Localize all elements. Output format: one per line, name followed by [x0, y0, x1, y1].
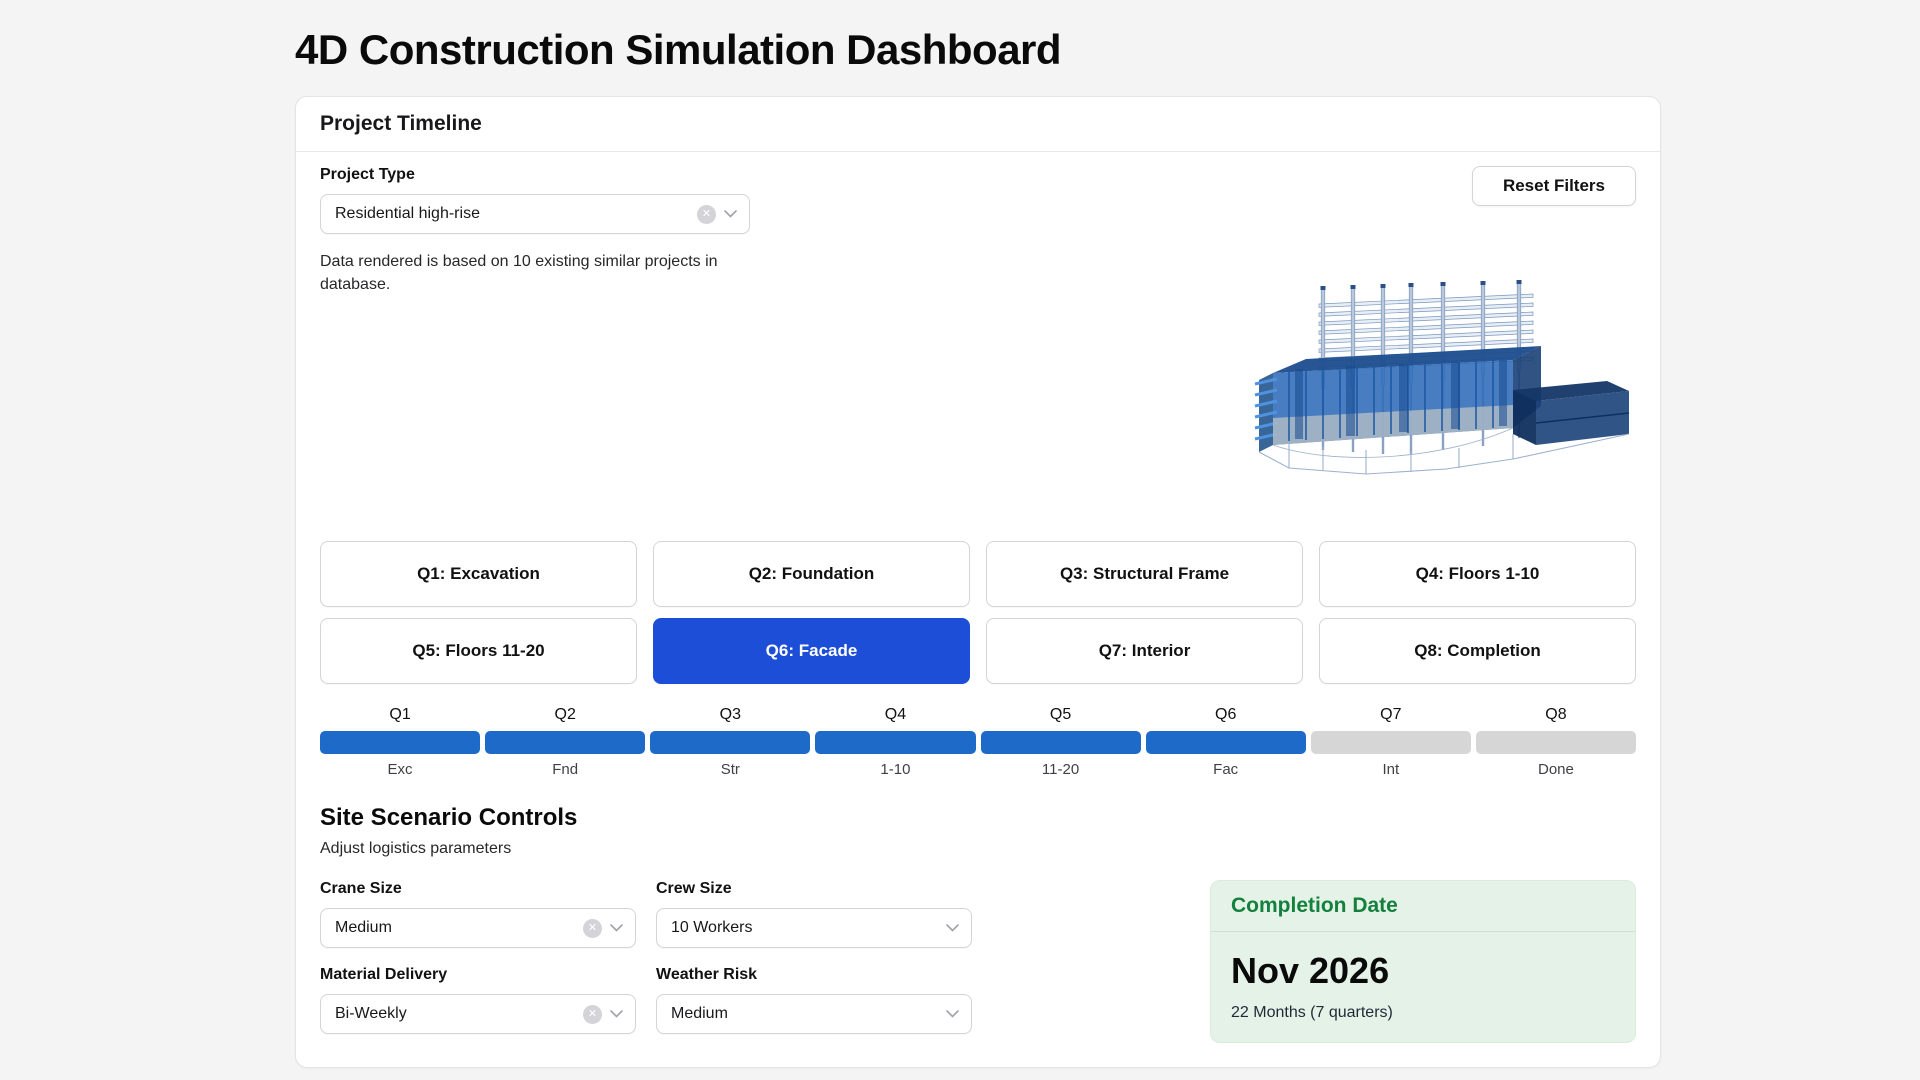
timeline-bar [1310, 731, 1471, 754]
filters-row: Project Type Residential high-rise ✕ Dat… [320, 166, 1636, 489]
material-delivery-select[interactable]: Bi-Weekly ✕ [320, 994, 636, 1034]
progress-timeline: Q1 Exc Q2 Fnd Q3 Str Q4 1-10 [320, 706, 1636, 778]
timeline-segment-q2: Q2 Fnd [485, 706, 646, 778]
quarter-button-q5[interactable]: Q5: Floors 11-20 [320, 618, 637, 684]
completion-duration: 22 Months (7 quarters) [1231, 1004, 1393, 1021]
quarter-button-q8[interactable]: Q8: Completion [1319, 618, 1636, 684]
crew-size-label: Crew Size [656, 880, 732, 897]
timeline-bar [1145, 731, 1306, 754]
timeline-abbr-label: Int [1382, 761, 1400, 778]
timeline-segment-q5: Q5 11-20 [980, 706, 1141, 778]
chevron-down-icon [946, 924, 959, 932]
timeline-segment-q1: Q1 Exc [320, 706, 481, 778]
timeline-segment-q3: Q3 Str [650, 706, 811, 778]
timeline-abbr-label: Exc [387, 761, 413, 778]
timeline-quarter-label: Q4 [884, 706, 907, 723]
project-type-value: Residential high-rise [335, 205, 480, 222]
timeline-bar [650, 731, 811, 754]
scenario-controls-row: Crane Size Medium ✕ Crew Size 10 Wor [320, 880, 1636, 1043]
weather-risk-label: Weather Risk [656, 966, 758, 983]
right-column: Reset Filters [1211, 166, 1636, 489]
timeline-segment-q4: Q4 1-10 [815, 706, 976, 778]
crew-size-select[interactable]: 10 Workers ✕ [656, 908, 972, 948]
timeline-quarter-label: Q7 [1380, 706, 1402, 723]
weather-risk-select[interactable]: Medium ✕ [656, 994, 972, 1034]
quarter-buttons: Q1: Excavation Q2: Foundation Q3: Struct… [320, 541, 1636, 684]
base-wireframe [1258, 427, 1630, 475]
timeline-bar [320, 731, 481, 754]
timeline-bar [980, 731, 1141, 754]
building-model-image [1211, 238, 1636, 489]
completion-date-value: Nov 2026 [1231, 950, 1390, 991]
material-delivery-label: Material Delivery [320, 966, 448, 983]
timeline-segment-q7: Q7 Int [1310, 706, 1471, 778]
scenario-controls-grid: Crane Size Medium ✕ Crew Size 10 Wor [320, 880, 972, 1034]
chevron-down-icon [610, 924, 623, 932]
timeline-quarter-label: Q5 [1049, 706, 1072, 723]
quarter-button-q1[interactable]: Q1: Excavation [320, 541, 637, 607]
timeline-segment-q6: Q6 Fac [1145, 706, 1306, 778]
project-type-select[interactable]: Residential high-rise ✕ [320, 194, 750, 234]
completion-date-body: Nov 2026 22 Months (7 quarters) [1211, 932, 1635, 1042]
dashboard-page: 4D Construction Simulation Dashboard Pro… [295, 26, 1661, 1068]
completion-date-card: Completion Date Nov 2026 22 Months (7 qu… [1210, 880, 1636, 1043]
completion-date-title: Completion Date [1211, 881, 1635, 932]
material-delivery-value: Bi-Weekly [335, 1005, 407, 1022]
quarter-button-q7[interactable]: Q7: Interior [986, 618, 1303, 684]
timeline-abbr-label: Done [1538, 761, 1574, 778]
timeline-abbr-label: Str [720, 761, 740, 778]
timeline-quarter-label: Q3 [719, 706, 741, 723]
timeline-abbr-label: 11-20 [1041, 761, 1080, 778]
clear-icon[interactable]: ✕ [583, 1004, 602, 1024]
timeline-abbr-label: 1-10 [880, 761, 911, 778]
project-timeline-card: Project Timeline Project Type Residentia… [295, 96, 1661, 1068]
quarter-button-q2[interactable]: Q2: Foundation [653, 541, 970, 607]
quarter-button-q3[interactable]: Q3: Structural Frame [986, 541, 1303, 607]
clear-icon[interactable]: ✕ [583, 918, 602, 938]
control-crane-size: Crane Size Medium ✕ [320, 880, 636, 948]
annex-box [1513, 381, 1630, 445]
control-crew-size: Crew Size 10 Workers ✕ [656, 880, 972, 948]
weather-risk-value: Medium [671, 1005, 728, 1022]
timeline-bar [1475, 731, 1636, 754]
card-header: Project Timeline [296, 97, 1660, 152]
project-type-group: Project Type Residential high-rise ✕ Dat… [320, 166, 750, 296]
data-note: Data rendered is based on 10 existing si… [320, 253, 718, 294]
chevron-down-icon [610, 1010, 623, 1018]
chevron-down-icon [724, 210, 737, 218]
timeline-quarter-label: Q8 [1545, 706, 1567, 723]
main-box [1254, 346, 1541, 452]
crane-size-select[interactable]: Medium ✕ [320, 908, 636, 948]
clear-icon[interactable]: ✕ [697, 204, 716, 224]
quarter-button-q6[interactable]: Q6: Facade [653, 618, 970, 684]
page-title: 4D Construction Simulation Dashboard [295, 26, 1062, 73]
reset-filters-button[interactable]: Reset Filters [1471, 166, 1636, 206]
quarter-button-q4[interactable]: Q4: Floors 1-10 [1319, 541, 1636, 607]
crew-size-value: 10 Workers [671, 919, 753, 936]
timeline-bar [815, 731, 976, 754]
scenario-title: Site Scenario Controls [320, 804, 578, 831]
crane-size-value: Medium [335, 919, 392, 936]
crane-size-label: Crane Size [320, 880, 402, 897]
control-weather-risk: Weather Risk Medium ✕ [656, 966, 972, 1034]
timeline-bar [485, 731, 646, 754]
scenario-subtitle: Adjust logistics parameters [320, 840, 512, 857]
card-body: Project Type Residential high-rise ✕ Dat… [296, 152, 1660, 1067]
project-type-label: Project Type [320, 166, 415, 183]
timeline-abbr-label: Fac [1213, 761, 1239, 778]
timeline-quarter-label: Q6 [1215, 706, 1237, 723]
timeline-quarter-label: Q1 [389, 706, 411, 723]
card-title: Project Timeline [320, 112, 482, 135]
timeline-segment-q8: Q8 Done [1475, 706, 1636, 778]
timeline-quarter-label: Q2 [554, 706, 576, 723]
timeline-abbr-label: Fnd [552, 761, 579, 778]
control-material-delivery: Material Delivery Bi-Weekly ✕ [320, 966, 636, 1034]
chevron-down-icon [946, 1010, 959, 1018]
